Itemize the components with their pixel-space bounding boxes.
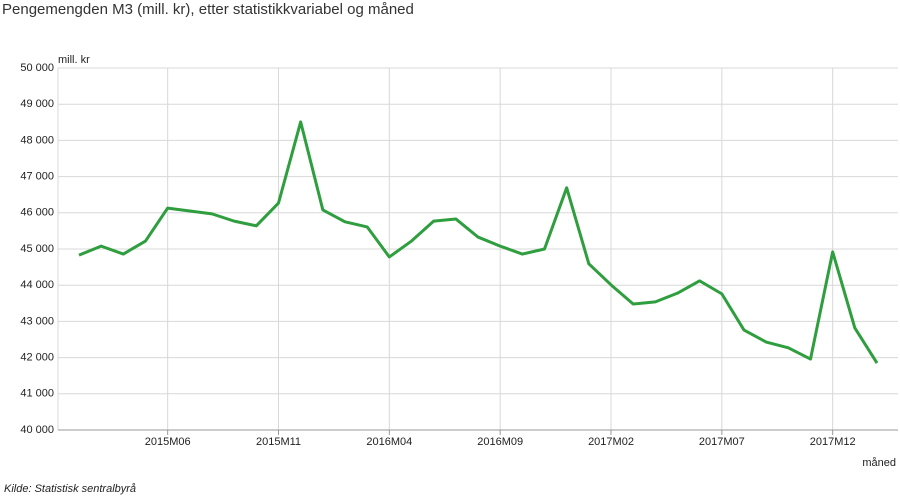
x-tick-label: 2016M09 (477, 436, 523, 448)
y-tick-label: 45 000 (20, 243, 54, 255)
x-tick-label: 2015M06 (145, 436, 191, 448)
line-series (78, 120, 879, 364)
x-tick-label: 2016M04 (366, 436, 412, 448)
x-tick-label: 2017M07 (699, 436, 745, 448)
y-tick-label: 42 000 (20, 352, 54, 364)
x-tick-label: 2017M12 (810, 436, 856, 448)
y-tick-label: 49 000 (20, 98, 54, 110)
y-tick-label: 44 000 (20, 279, 54, 291)
y-tick-label: 47 000 (20, 171, 54, 183)
y-tick-label: 41 000 (20, 388, 54, 400)
y-tick-label: 40 000 (20, 424, 54, 436)
source: Kilde: Statistisk sentralbyrå (4, 483, 136, 495)
x-tick-label: 2015M11 (256, 436, 301, 448)
y-tick-label: 48 000 (20, 134, 54, 146)
y-tick-label: 50 000 (20, 62, 54, 74)
y-tick-label: 46 000 (20, 207, 54, 219)
y-tick-label: 43 000 (20, 315, 54, 327)
y-axis-label: mill. kr (58, 54, 90, 66)
x-axis-label: måned (862, 457, 896, 469)
chart-title: Pengemengden M3 (mill. kr), etter statis… (2, 1, 414, 18)
x-tick-label: 2017M02 (588, 436, 634, 448)
